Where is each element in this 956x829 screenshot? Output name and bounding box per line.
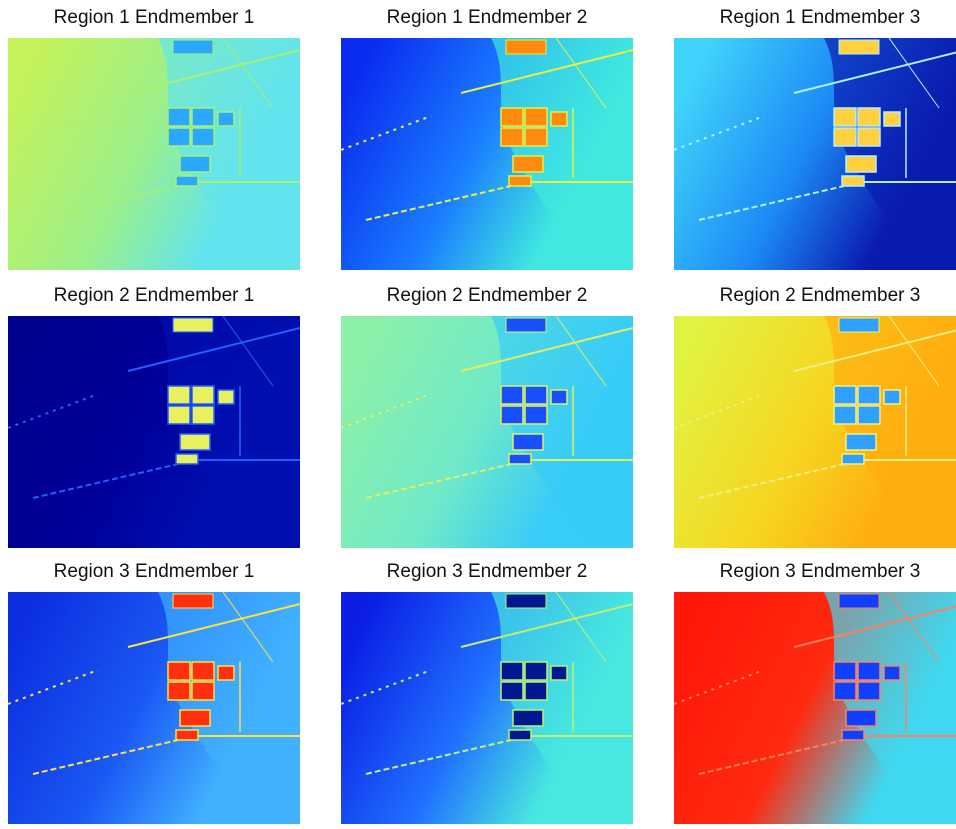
building xyxy=(842,176,864,186)
building xyxy=(884,112,900,126)
building xyxy=(192,682,214,700)
building xyxy=(173,40,213,54)
building xyxy=(858,406,880,424)
building xyxy=(501,128,523,146)
building xyxy=(168,406,190,424)
building xyxy=(218,112,234,126)
building xyxy=(846,156,876,172)
building xyxy=(218,666,234,680)
panel-title: Region 1 Endmember 1 xyxy=(54,7,255,28)
panel-title: Region 2 Endmember 3 xyxy=(720,285,921,306)
building xyxy=(842,454,864,464)
building xyxy=(501,406,523,424)
building xyxy=(168,386,190,404)
building xyxy=(192,406,214,424)
building xyxy=(168,662,190,680)
building xyxy=(501,662,523,680)
building xyxy=(176,454,198,464)
building xyxy=(525,128,547,146)
building xyxy=(501,386,523,404)
panel-title: Region 3 Endmember 2 xyxy=(387,561,588,582)
building xyxy=(192,128,214,146)
building xyxy=(525,662,547,680)
building xyxy=(858,386,880,404)
building xyxy=(834,406,856,424)
abundance-map xyxy=(8,592,300,824)
building xyxy=(513,156,543,172)
building xyxy=(834,128,856,146)
building xyxy=(180,156,210,172)
building xyxy=(506,594,546,608)
building xyxy=(834,108,856,126)
panel-title: Region 3 Endmember 3 xyxy=(720,561,921,582)
building xyxy=(846,710,876,726)
figure: Region 1 Endmember 1 Region 1 Endmember 2… xyxy=(0,0,956,824)
building xyxy=(168,682,190,700)
panel-title: Region 2 Endmember 1 xyxy=(54,285,255,306)
building xyxy=(525,108,547,126)
building xyxy=(506,318,546,332)
building xyxy=(884,390,900,404)
panel-title: Region 1 Endmember 3 xyxy=(720,7,921,28)
building xyxy=(168,128,190,146)
abundance-map xyxy=(674,316,956,548)
building xyxy=(858,682,880,700)
building xyxy=(525,682,547,700)
building xyxy=(858,128,880,146)
building xyxy=(173,594,213,608)
building xyxy=(176,176,198,186)
abundance-map xyxy=(341,38,633,270)
building xyxy=(501,682,523,700)
building xyxy=(173,318,213,332)
panel-title: Region 2 Endmember 2 xyxy=(387,285,588,306)
building xyxy=(525,406,547,424)
building xyxy=(506,40,546,54)
building xyxy=(834,662,856,680)
abundance-map xyxy=(8,38,300,270)
building xyxy=(839,318,879,332)
building xyxy=(839,594,879,608)
building xyxy=(846,434,876,450)
building xyxy=(551,112,567,126)
building xyxy=(180,434,210,450)
abundance-map xyxy=(674,38,956,270)
building xyxy=(839,40,879,54)
building xyxy=(509,176,531,186)
abundance-map xyxy=(8,316,300,548)
building xyxy=(501,108,523,126)
building xyxy=(834,386,856,404)
building xyxy=(842,730,864,740)
building xyxy=(509,454,531,464)
building xyxy=(858,108,880,126)
abundance-map xyxy=(341,316,633,548)
abundance-map xyxy=(674,592,956,824)
building xyxy=(192,108,214,126)
building xyxy=(525,386,547,404)
building xyxy=(192,662,214,680)
building xyxy=(513,434,543,450)
building xyxy=(834,682,856,700)
building xyxy=(858,662,880,680)
building xyxy=(513,710,543,726)
panel-title: Region 1 Endmember 2 xyxy=(387,7,588,28)
building xyxy=(551,666,567,680)
building xyxy=(168,108,190,126)
building xyxy=(509,730,531,740)
panel-title: Region 3 Endmember 1 xyxy=(54,561,255,582)
building xyxy=(176,730,198,740)
abundance-map xyxy=(341,592,633,824)
building xyxy=(218,390,234,404)
building xyxy=(192,386,214,404)
building xyxy=(551,390,567,404)
building xyxy=(180,710,210,726)
building xyxy=(884,666,900,680)
